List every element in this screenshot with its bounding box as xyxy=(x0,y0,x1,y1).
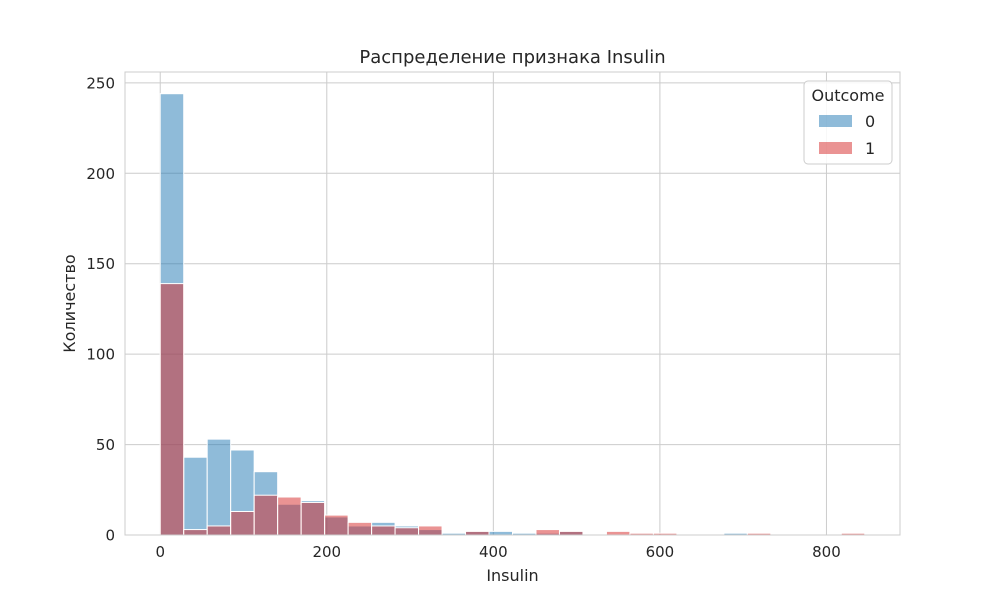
bar-outcome-1-bin-8 xyxy=(347,521,373,536)
bar-outcome-1-bin-7 xyxy=(324,514,349,536)
bar-outcome-1-bin-3 xyxy=(230,510,255,536)
x-tick-label-3: 600 xyxy=(646,543,675,561)
x-tick-label-0: 0 xyxy=(155,543,165,561)
legend-label-0: 0 xyxy=(865,112,875,131)
bar-outcome-1-bin-10 xyxy=(394,527,420,536)
bar-outcome-1-bin-0 xyxy=(159,283,185,536)
bar-outcome-0-bin-14 xyxy=(488,530,513,536)
y-tick-labels: 0 50 100 150 200 250 xyxy=(86,74,115,544)
chart-title: Распределение признака Insulin xyxy=(359,47,665,68)
plot-frame xyxy=(124,71,901,536)
bar-outcome-1-bin-11 xyxy=(418,525,443,536)
bars-layer xyxy=(159,93,866,536)
x-tick-label-2: 400 xyxy=(479,543,508,561)
y-tick-label-0: 0 xyxy=(105,527,115,545)
x-tick-label-4: 800 xyxy=(812,543,841,561)
bar-outcome-1-bin-13 xyxy=(465,530,490,536)
bar-outcome-1-bin-2 xyxy=(206,525,232,536)
bar-outcome-0-bin-2 xyxy=(206,438,232,536)
y-axis-label: Количество xyxy=(60,254,79,352)
legend-label-1: 1 xyxy=(865,139,875,158)
x-tick-labels: 0 200 400 600 800 xyxy=(155,543,840,561)
legend: Outcome 0 1 xyxy=(803,80,893,165)
legend-swatch-1 xyxy=(819,142,852,154)
bar-outcome-1-bin-9 xyxy=(371,525,396,536)
y-tick-label-2: 100 xyxy=(86,346,115,364)
bar-outcome-1-bin-1 xyxy=(183,529,208,536)
x-axis-label: Insulin xyxy=(486,566,538,585)
bar-outcome-1-bin-16 xyxy=(535,529,560,536)
bar-outcome-1-bin-6 xyxy=(300,501,326,536)
legend-swatch-0 xyxy=(819,115,852,127)
bar-outcome-1-bin-4 xyxy=(253,494,279,536)
bar-outcome-1-bin-5 xyxy=(277,496,302,536)
x-tick-label-1: 200 xyxy=(312,543,341,561)
bar-outcome-1-bin-17 xyxy=(558,530,584,536)
y-tick-label-5: 250 xyxy=(86,74,115,92)
y-tick-label-1: 50 xyxy=(96,436,115,454)
y-tick-label-4: 200 xyxy=(86,165,115,183)
bar-outcome-0-bin-1 xyxy=(183,456,208,536)
y-tick-label-3: 150 xyxy=(86,255,115,273)
legend-title: Outcome xyxy=(811,86,884,105)
bar-outcome-1-bin-19 xyxy=(605,530,631,536)
